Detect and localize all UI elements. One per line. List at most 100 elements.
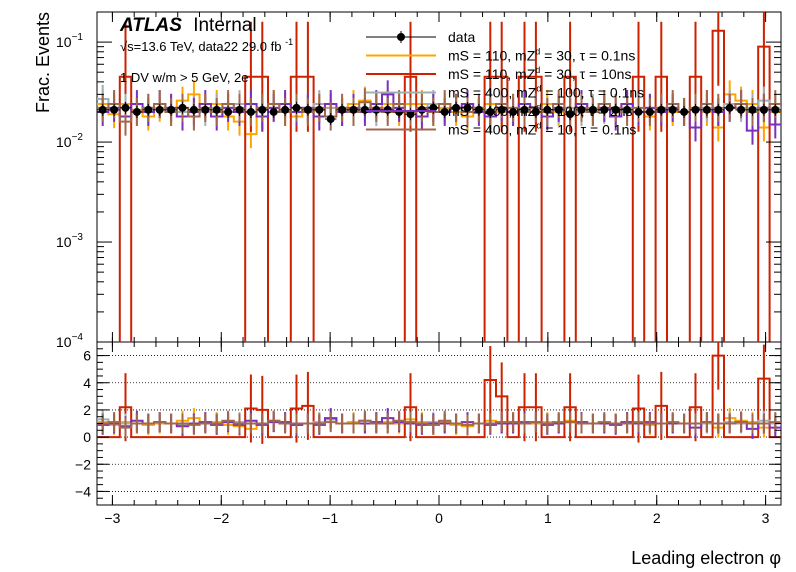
top-panel-frame xyxy=(96,11,782,343)
x-tick-label: −1 xyxy=(322,510,338,526)
data-point xyxy=(725,103,734,112)
data-point xyxy=(167,105,176,114)
data-point xyxy=(212,105,221,114)
legend-label-subscript: d xyxy=(536,102,541,112)
data-point xyxy=(543,105,552,114)
y-axis-title: Frac. Events xyxy=(33,12,53,113)
legend-entry-4: mS = 400, mZd = 10, τ = 0.1ns xyxy=(366,121,636,138)
legend-label-main: mS = 400, mZ xyxy=(448,122,537,138)
atlas-brand: ATLAS xyxy=(119,15,182,36)
legend-entry-0: mS = 110, mZd = 30, τ = 0.1ns xyxy=(366,47,635,64)
y-tick-base: 10 xyxy=(56,234,72,250)
data-point xyxy=(748,105,757,114)
ratio-tick-label: 0 xyxy=(83,429,91,445)
data-point xyxy=(383,105,392,114)
data-point xyxy=(201,105,210,114)
data-point xyxy=(634,107,643,116)
data-point xyxy=(611,105,620,114)
legend-label-tail: = 30, τ = 10ns xyxy=(540,66,631,82)
data-point xyxy=(702,105,711,114)
ratio-tick-label: 4 xyxy=(83,375,91,391)
data-point xyxy=(269,107,278,116)
legend-label-tail: = 100, τ = 0.1ns xyxy=(541,85,644,101)
data-point xyxy=(588,105,597,114)
atlas-tag: Internal xyxy=(193,15,256,36)
ratio-histogram xyxy=(97,354,781,439)
y-tick-label: 10−4 xyxy=(56,332,83,350)
data-point xyxy=(440,107,449,116)
data-point xyxy=(520,105,529,114)
data-point xyxy=(531,107,540,116)
data-point xyxy=(178,103,187,112)
legend-label-tail: = 30, τ = 0.1ns xyxy=(540,48,635,64)
legend-label-main: mS = 400, mZ xyxy=(448,103,537,119)
legend-label: mS = 400, mZd = 10, τ = 0.1ns xyxy=(448,121,636,138)
atlas-label: ATLAS Internal xyxy=(119,15,257,36)
data-point xyxy=(600,105,609,114)
data-point xyxy=(509,107,518,116)
x-tick-label: −3 xyxy=(104,510,120,526)
data-point xyxy=(338,105,347,114)
data-point xyxy=(680,107,689,116)
data-point xyxy=(349,105,358,114)
y-tick-base: 10 xyxy=(56,134,72,150)
top-data-points xyxy=(97,101,781,126)
data-point xyxy=(292,103,301,112)
legend-entry-3: mS = 400, mZd = 100, τ = 2ns xyxy=(366,102,632,119)
ratio-tick-label: −4 xyxy=(75,483,91,499)
x-tick-label: 3 xyxy=(762,510,770,526)
data-point xyxy=(360,105,369,114)
energy-label: √s=13.6 TeV, data22 29.0 fb -1 xyxy=(120,37,293,54)
legend-entry-data: data xyxy=(366,29,475,45)
data-point xyxy=(429,103,438,112)
x-tick-label: 2 xyxy=(653,510,661,526)
data-point xyxy=(303,105,312,114)
data-point xyxy=(406,110,415,119)
data-point xyxy=(691,105,700,114)
y-tick-label: 10−1 xyxy=(56,32,83,50)
legend-label-main: mS = 400, mZ xyxy=(448,85,537,101)
legend-label-subscript: d xyxy=(536,84,541,94)
ratio-series-group xyxy=(97,342,781,444)
data-point xyxy=(486,107,495,116)
ratio-tick-label: 2 xyxy=(83,402,91,418)
data-point xyxy=(417,105,426,114)
y-tick-exponent: −4 xyxy=(72,332,84,343)
data-point xyxy=(566,110,575,119)
data-point xyxy=(372,105,381,114)
data-point xyxy=(714,105,723,114)
legend-entry-2: mS = 400, mZd = 100, τ = 0.1ns xyxy=(366,84,644,101)
data-point xyxy=(577,105,586,114)
legend-label-main: mS = 110, mZ xyxy=(448,48,536,64)
data-point xyxy=(497,105,506,114)
legend-label-subscript: d xyxy=(535,47,540,57)
data-point xyxy=(737,105,746,114)
data-point xyxy=(463,103,472,112)
data-point xyxy=(258,105,267,114)
energy-text: √s=13.6 TeV, data22 29.0 fb xyxy=(120,39,281,54)
y-tick-exponent: −2 xyxy=(72,132,84,143)
y-tick-label: 10−3 xyxy=(56,232,83,250)
energy-superscript: -1 xyxy=(285,37,293,47)
data-point xyxy=(657,105,666,114)
data-point xyxy=(246,107,255,116)
data-point xyxy=(645,107,654,116)
data-point xyxy=(281,105,290,114)
selection-label: 1 DV w/m > 5 GeV, 2e xyxy=(120,70,249,85)
data-point xyxy=(132,107,141,116)
legend-label-main: mS = 110, mZ xyxy=(448,66,536,82)
data-point xyxy=(315,105,324,114)
data-point xyxy=(235,105,244,114)
legend-marker-dot xyxy=(397,33,405,41)
legend-label: mS = 110, mZd = 30, τ = 0.1ns xyxy=(448,47,635,64)
data-point xyxy=(98,105,107,114)
legend-label-subscript: d xyxy=(536,121,541,131)
data-point xyxy=(224,107,233,116)
data-point xyxy=(452,103,461,112)
ratio-histogram xyxy=(97,419,781,429)
legend-label: mS = 400, mZd = 100, τ = 0.1ns xyxy=(448,84,644,101)
y-tick-base: 10 xyxy=(56,334,72,350)
